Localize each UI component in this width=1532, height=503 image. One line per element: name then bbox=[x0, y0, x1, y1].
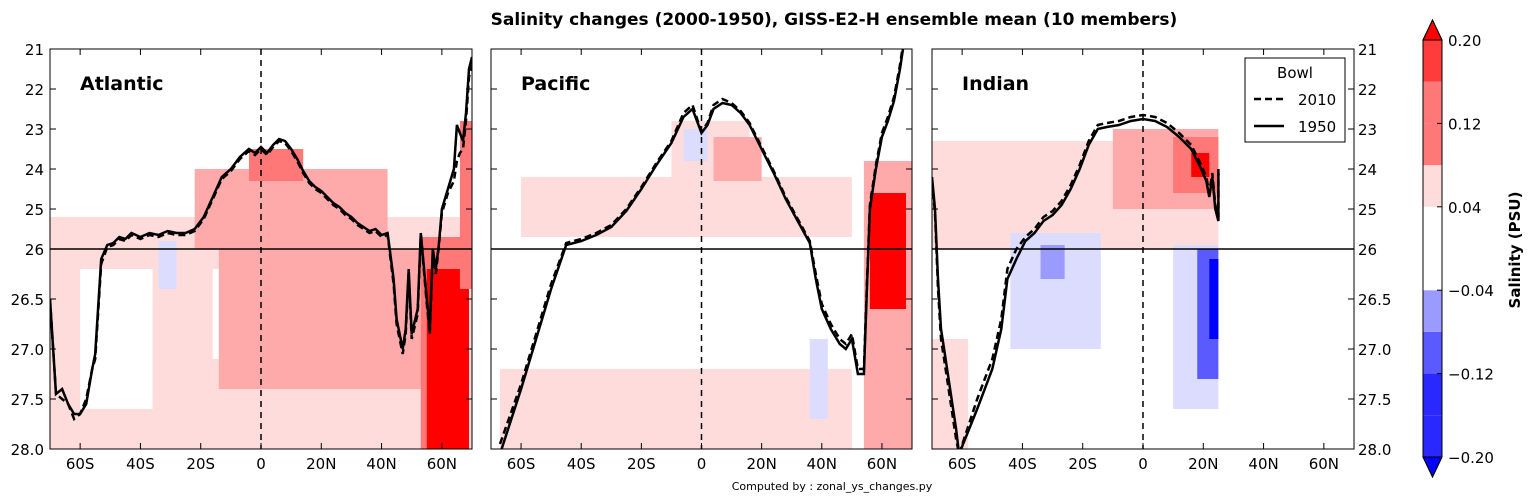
x-tick-label-indian-3: 0 bbox=[1138, 455, 1148, 473]
credit-text: Computed by : zonal_ys_changes.py bbox=[732, 480, 933, 493]
y-tick-label-left-1: 22 bbox=[25, 81, 44, 99]
legend-label-2010: 2010 bbox=[1298, 91, 1336, 109]
x-tick-label-pacific-1: 40S bbox=[567, 455, 596, 473]
colorbar-bin-3 bbox=[1423, 290, 1442, 332]
y-tick-label-right-8: 27.5 bbox=[1358, 391, 1391, 409]
chart-title: Salinity changes (2000-1950), GISS-E2-H … bbox=[491, 10, 1178, 30]
colorbar-bin-8 bbox=[1423, 81, 1442, 124]
legend-title: Bowl bbox=[1277, 64, 1313, 82]
panel-label-indian: Indian bbox=[962, 73, 1029, 95]
colorbar-bin-5 bbox=[1423, 206, 1442, 249]
y-tick-label-right-9: 28.0 bbox=[1358, 441, 1391, 459]
colorbar-extend-min bbox=[1422, 456, 1443, 479]
heatmap-indian bbox=[932, 129, 1219, 449]
bowl-lines-pacific bbox=[498, 49, 905, 449]
x-tick-label-indian-0: 60S bbox=[948, 455, 977, 473]
x-tick-label-indian-1: 40S bbox=[1008, 455, 1037, 473]
x-tick-label-atlantic-0: 60S bbox=[66, 455, 95, 473]
heatmap-cell-atlantic-1 bbox=[80, 269, 153, 409]
heatmap-cell-pacific-7 bbox=[869, 193, 906, 309]
x-tick-label-pacific-6: 60N bbox=[867, 455, 897, 473]
colorbar: 0.20 0.12 0.04 −0.04 −0.12 −0.20 Salinity (PS… bbox=[1422, 18, 1524, 479]
y-tick-label-right-6: 26.5 bbox=[1358, 291, 1391, 309]
panel-pacific: Pacific bbox=[498, 49, 912, 449]
y-tick-label-left-3: 24 bbox=[25, 161, 44, 179]
colorbar-label: Salinity (PSU) bbox=[1506, 192, 1524, 309]
bowl-lines-atlantic bbox=[50, 56, 472, 422]
x-tick-label-pacific-0: 60S bbox=[507, 455, 536, 473]
heatmap-atlantic bbox=[50, 121, 472, 449]
x-tick-label-pacific-2: 20S bbox=[627, 455, 656, 473]
heatmap-cell-pacific-3 bbox=[713, 137, 762, 181]
legend-label-1950: 1950 bbox=[1298, 118, 1336, 136]
colorbar-bin-1 bbox=[1423, 373, 1442, 416]
y-tick-label-left-5: 26 bbox=[25, 241, 44, 259]
x-tick-label-atlantic-4: 20N bbox=[306, 455, 336, 473]
y-tick-label-right-1: 22 bbox=[1358, 81, 1377, 99]
panel-label-pacific: Pacific bbox=[521, 73, 590, 95]
y-tick-label-right-0: 21 bbox=[1358, 41, 1377, 59]
bowl-2010-line-indian bbox=[932, 113, 1220, 449]
colorbar-extend-max bbox=[1422, 18, 1443, 41]
colorbar-bin-6 bbox=[1423, 165, 1442, 207]
y-tick-label-right-2: 23 bbox=[1358, 121, 1377, 139]
bowl-lines-indian bbox=[932, 113, 1220, 449]
colorbar-bin-7 bbox=[1423, 123, 1442, 166]
y-tick-label-left-9: 28.0 bbox=[11, 441, 44, 459]
y-tick-label-left-7: 27.0 bbox=[11, 341, 44, 359]
heatmap-cell-pacific-0 bbox=[500, 369, 852, 449]
x-tick-label-indian-2: 20S bbox=[1068, 455, 1097, 473]
x-tick-label-indian-6: 60N bbox=[1309, 455, 1339, 473]
colorbar-tick-label-3: −0.04 bbox=[1448, 282, 1494, 300]
x-tick-label-indian-4: 20N bbox=[1188, 455, 1218, 473]
bowl-1950-line-pacific bbox=[500, 49, 905, 449]
y-tick-label-left-8: 27.5 bbox=[11, 391, 44, 409]
panel-indian: Indian bbox=[932, 73, 1220, 449]
y-tick-label-left-4: 25 bbox=[25, 201, 44, 219]
legend: Bowl 2010 1950 bbox=[1244, 57, 1346, 143]
colorbar-tick-label-1: 0.12 bbox=[1448, 115, 1481, 133]
x-tick-label-atlantic-3: 0 bbox=[256, 455, 266, 473]
panel-label-atlantic: Atlantic bbox=[80, 73, 164, 95]
x-tick-label-atlantic-5: 40N bbox=[366, 455, 396, 473]
colorbar-bin-4 bbox=[1423, 248, 1442, 291]
bowl-1950-line-indian bbox=[932, 117, 1220, 449]
colorbar-tick-label-0: 0.20 bbox=[1448, 32, 1481, 50]
x-tick-label-pacific-5: 40N bbox=[807, 455, 837, 473]
axes: 60S 40S 20S 0 20N 40N 60N 60S 40S 20S 0 20N 40N 60N 60… bbox=[11, 41, 1392, 473]
y-tick-label-right-4: 25 bbox=[1358, 201, 1377, 219]
y-tick-label-left-6: 26.5 bbox=[11, 291, 44, 309]
heatmap-cell-pacific-5 bbox=[809, 339, 828, 419]
legend-box bbox=[1244, 57, 1346, 143]
x-tick-label-pacific-4: 20N bbox=[746, 455, 776, 473]
colorbar-bin-2 bbox=[1423, 331, 1442, 374]
heatmap-cell-atlantic-6 bbox=[158, 241, 177, 289]
x-tick-label-atlantic-1: 40S bbox=[126, 455, 155, 473]
heatmap-cell-atlantic-4 bbox=[194, 169, 388, 249]
y-tick-label-left-0: 21 bbox=[25, 41, 44, 59]
colorbar-bin-9 bbox=[1423, 40, 1442, 82]
y-tick-label-right-5: 26 bbox=[1358, 241, 1377, 259]
y-tick-label-right-3: 24 bbox=[1358, 161, 1377, 179]
heatmap-cell-atlantic-8 bbox=[426, 269, 469, 449]
x-tick-label-indian-5: 40N bbox=[1248, 455, 1278, 473]
colorbar-tick-label-2: 0.04 bbox=[1448, 199, 1481, 217]
heatmap-cell-indian-9 bbox=[1209, 259, 1219, 339]
y-tick-label-right-7: 27.0 bbox=[1358, 341, 1391, 359]
x-tick-label-atlantic-6: 60N bbox=[427, 455, 457, 473]
heatmap-cell-pacific-4 bbox=[683, 129, 708, 161]
bowl-1950-line-atlantic bbox=[50, 56, 472, 416]
x-tick-label-atlantic-2: 20S bbox=[186, 455, 215, 473]
colorbar-tick-label-4: −0.12 bbox=[1448, 366, 1494, 384]
panel-atlantic: Atlantic bbox=[50, 56, 472, 449]
y-tick-label-left-2: 23 bbox=[25, 121, 44, 139]
colorbar-bin-0 bbox=[1423, 415, 1442, 457]
heatmap-cell-atlantic-9 bbox=[459, 121, 472, 289]
heatmap-cell-indian-6 bbox=[1040, 245, 1065, 279]
x-tick-label-pacific-3: 0 bbox=[697, 455, 707, 473]
heatmap-pacific bbox=[500, 121, 912, 449]
colorbar-tick-label-5: −0.20 bbox=[1448, 449, 1494, 467]
